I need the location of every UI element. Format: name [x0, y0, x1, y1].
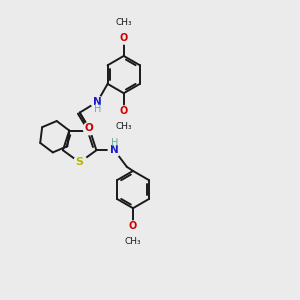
Text: H: H: [94, 104, 101, 114]
Text: N: N: [93, 97, 102, 107]
Text: O: O: [129, 221, 137, 231]
Text: N: N: [110, 145, 119, 155]
Text: CH₃: CH₃: [116, 122, 132, 131]
Text: O: O: [120, 106, 128, 116]
Text: H: H: [111, 138, 118, 148]
Text: CH₃: CH₃: [116, 18, 132, 27]
Text: S: S: [76, 158, 84, 167]
Text: CH₃: CH₃: [125, 237, 141, 246]
Text: O: O: [120, 33, 128, 43]
Text: O: O: [85, 123, 93, 133]
